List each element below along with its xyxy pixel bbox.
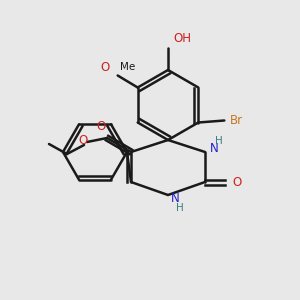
Text: N: N	[171, 193, 180, 206]
Text: OH: OH	[173, 32, 191, 44]
Text: Br: Br	[230, 114, 243, 127]
Text: H: H	[215, 136, 223, 146]
Text: O: O	[78, 134, 88, 148]
Text: Me: Me	[120, 62, 135, 73]
Text: O: O	[232, 176, 242, 188]
Text: H: H	[176, 203, 184, 213]
Text: N: N	[210, 142, 219, 154]
Text: O: O	[100, 61, 110, 74]
Text: O: O	[96, 121, 106, 134]
